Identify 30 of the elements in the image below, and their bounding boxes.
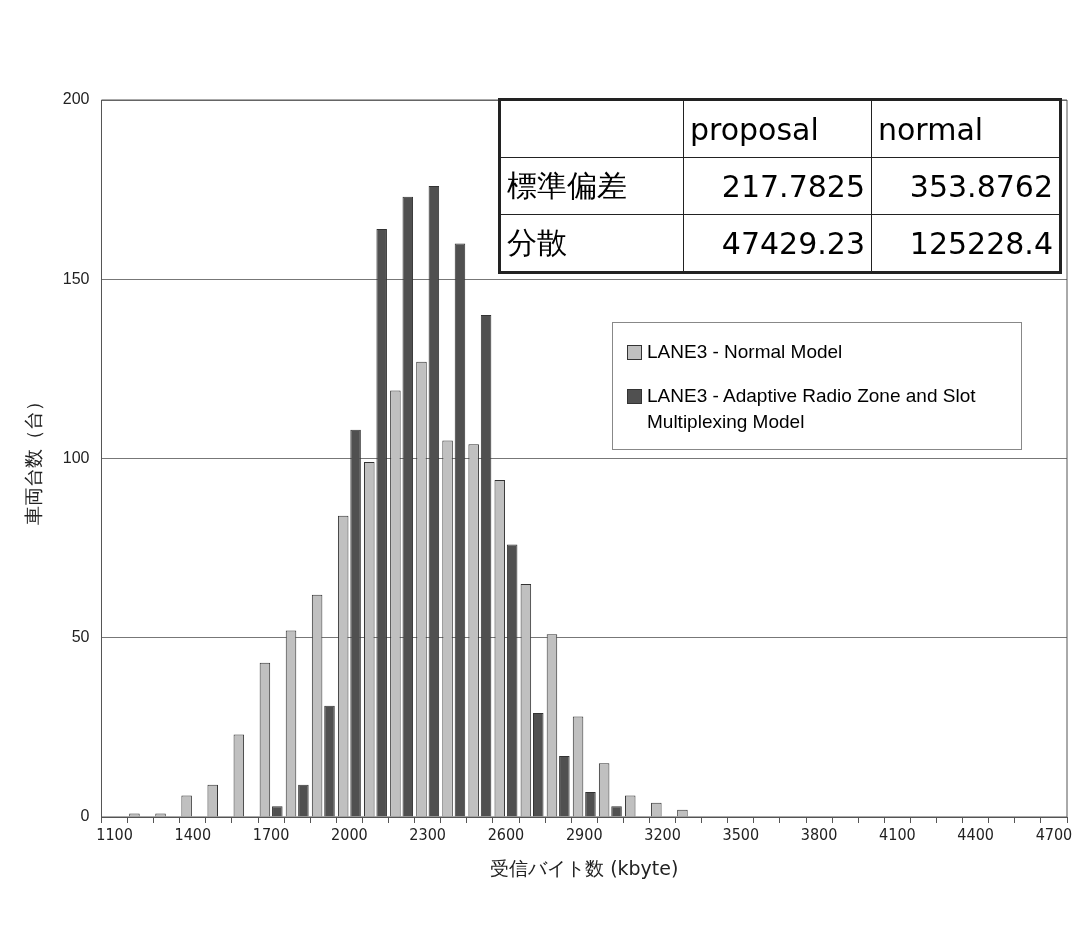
x-tick-label: 4100 — [879, 824, 916, 844]
x-tick-label: 2300 — [409, 824, 446, 844]
y-tick-label: 200 — [62, 90, 90, 108]
x-tick-label: 4400 — [957, 824, 994, 844]
annotation: 標準偏差 — [499, 157, 684, 215]
x-tick-label: 3800 — [800, 824, 838, 844]
y-tick-label: 0 — [80, 807, 90, 825]
annotation: 47429.23 — [683, 214, 872, 273]
x-tick-label: 2600 — [487, 824, 525, 844]
y-tick-label: 50 — [71, 628, 90, 646]
y-tick-label: 100 — [62, 448, 90, 466]
annotation: 217.7825 — [683, 157, 872, 215]
legend-label: LANE3 - Adaptive Radio Zone and Slot Multiplexing Model — [647, 384, 977, 434]
y-tick-label: 150 — [62, 269, 90, 287]
annotation: normal — [871, 99, 1061, 158]
x-tick-label: 2900 — [565, 824, 603, 844]
y-axis-title: 車両台数（台） — [22, 392, 45, 525]
annotation: 353.8762 — [871, 157, 1061, 215]
x-tick-label: 1700 — [252, 824, 290, 844]
annotation: 分散 — [499, 214, 684, 273]
x-tick-label: 2000 — [331, 824, 368, 844]
x-tick-label: 3200 — [644, 824, 681, 844]
x-tick-label: 4700 — [1035, 824, 1073, 844]
legend-label: LANE3 - Normal Model — [647, 340, 843, 364]
x-tick-label: 1400 — [174, 824, 212, 844]
annotation: proposal — [683, 99, 872, 158]
annotation: 125228.4 — [871, 214, 1061, 273]
x-tick-label: 1100 — [96, 824, 133, 844]
x-axis-title: 受信バイト数 (kbyte) — [490, 856, 679, 879]
x-tick-label: 3500 — [722, 824, 760, 844]
